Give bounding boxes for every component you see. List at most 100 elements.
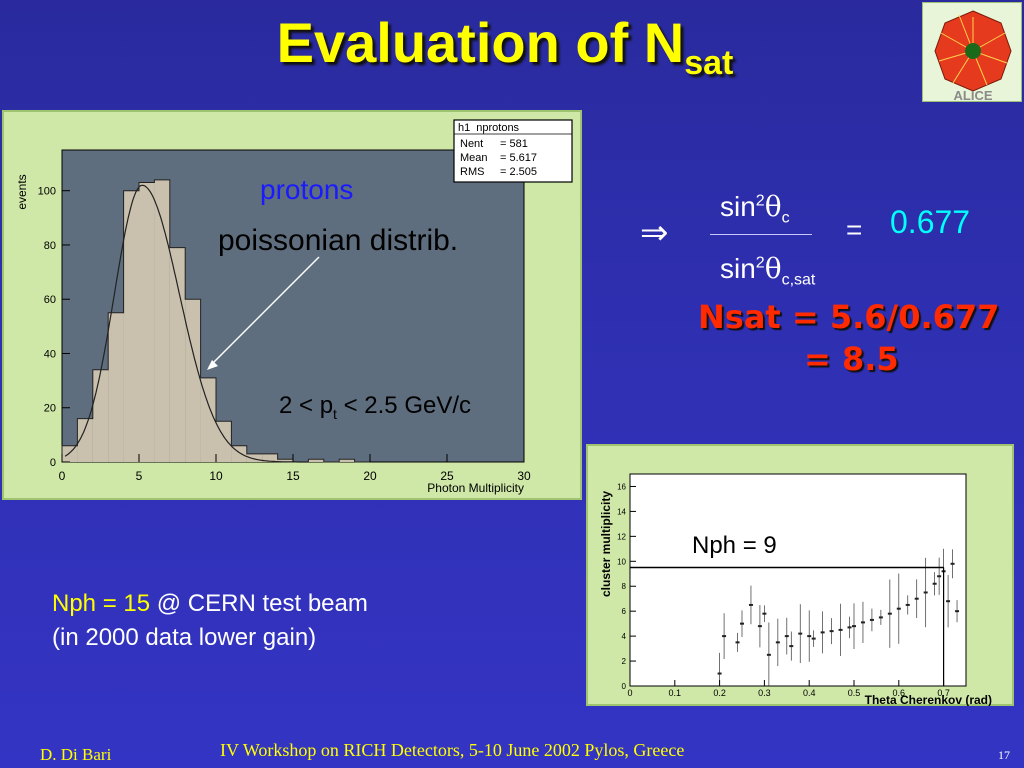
scatter-point [829, 630, 834, 633]
histogram-x-tick-label: 15 [286, 469, 300, 483]
scatter-point [932, 582, 937, 585]
scatter-y-tick-label: 4 [622, 632, 627, 641]
stats-name: h1 [458, 122, 470, 134]
histogram-stats-box: h1 nprotons Nent = 581 Mean = 5.617 RMS = 2.50… [453, 119, 573, 183]
histogram-chart: 0 5 10 15 20 25 30 0 20 40 60 80 100 Photon Multipl… [15, 119, 573, 495]
nph-value: 15 [123, 590, 151, 617]
histogram-x-tick-label: 5 [136, 469, 143, 483]
scatter-x-tick-label: 0.1 [669, 688, 682, 698]
pt-range-pre: 2 < p [279, 392, 334, 419]
histogram-bar [77, 418, 93, 462]
histogram-bar [246, 453, 263, 462]
histogram-bar [169, 247, 186, 462]
nsat-result-line2: = 8.5 [804, 340, 899, 378]
poissonian-fit-curve [64, 184, 309, 463]
scatter-point [789, 645, 794, 648]
scatter-point [878, 616, 883, 619]
ratio-value: 0.677 [890, 204, 971, 240]
scatter-point [798, 632, 803, 635]
nph-9-label: Nph = 9 [692, 532, 777, 559]
denominator-theta: θ [764, 252, 782, 285]
scatter-x-axis-label: Theta Cherenkov (rad) [865, 693, 992, 706]
scatter-point [914, 597, 919, 600]
scatter-point [717, 672, 722, 675]
histogram-y-tick-label: 40 [44, 348, 56, 360]
slide-title: Evaluation of Nsat [0, 10, 1010, 82]
scatter-x-tick-label: 0.2 [713, 688, 726, 698]
histogram-y-tick-label: 20 [44, 403, 56, 415]
nph-15-line: Nph = 15 @ CERN test beam [52, 590, 368, 618]
histogram-x-axis-label: Photon Multiplicity [427, 481, 524, 495]
title-main: Evaluation of N [276, 11, 685, 74]
annotation-arrow-head [207, 360, 218, 370]
scatter-point [820, 631, 825, 634]
histogram-bar [262, 453, 278, 462]
histogram-bar [277, 459, 293, 462]
implies-symbol: ⇒ [640, 213, 669, 253]
scatter-y-tick-label: 16 [617, 482, 626, 491]
histogram-y-axis-label: events [15, 174, 29, 209]
scatter-point [740, 622, 744, 625]
scatter-point [923, 591, 928, 594]
scatter-x-tick-label: 0 [627, 688, 632, 698]
scatter-frame [629, 473, 967, 687]
scatter-y-tick-label: 2 [622, 657, 627, 666]
scatter-point [811, 637, 816, 640]
scatter-point [896, 607, 901, 610]
histogram-bar [62, 445, 78, 462]
poissonian-label: poissonian distrib. [218, 224, 459, 257]
annotation-arrow-line [208, 256, 320, 368]
nsat-result-line1: Nsat = 5.6/0.677 [698, 298, 1000, 336]
scatter-x-tick-label: 0.7 [937, 688, 950, 698]
scatter-point [869, 618, 874, 621]
histogram-bar [139, 182, 155, 462]
pt-range-post: < 2.5 GeV/c [336, 392, 472, 419]
pt-range-sub: t [333, 405, 337, 422]
scatter-point [735, 641, 740, 644]
numerator-sub: c [781, 209, 790, 227]
stats-row-value: = 581 [500, 138, 528, 150]
histogram-bar [339, 459, 355, 462]
numerator-sup: 2 [755, 192, 765, 210]
histogram-bar [185, 299, 201, 462]
histogram-outline [61, 179, 370, 463]
logo-text: ALICE [954, 88, 993, 103]
histogram-bar [308, 459, 324, 462]
nph-rest: @ CERN test beam [150, 590, 368, 617]
scatter-point [852, 625, 856, 628]
stats-header: h1 nprotons [458, 122, 520, 134]
scatter-point [838, 628, 843, 631]
histogram-y-tick-label: 100 [38, 186, 56, 198]
footer-author: D. Di Bari [40, 745, 112, 764]
scatter-point [905, 603, 910, 606]
histogram-bar [92, 369, 109, 462]
nph-label: Nph = [52, 590, 124, 617]
numerator-theta: θ [764, 190, 782, 223]
scatter-y-tick-label: 10 [617, 557, 626, 566]
histogram-x-tick-label: 25 [440, 469, 454, 483]
alice-logo: ALICE [922, 2, 1022, 103]
protons-label: protons [260, 174, 354, 205]
histogram-y-tick-label: 60 [44, 294, 56, 306]
histogram-y-tick-label: 80 [44, 240, 56, 252]
histogram-bar [200, 377, 216, 462]
scatter-point [950, 562, 955, 565]
histogram-bar [216, 421, 232, 462]
scatter-y-axis-label: cluster multiplicity [599, 491, 613, 597]
scatter-y-tick-label: 12 [617, 532, 626, 541]
scatter-x-tick-label: 0.3 [758, 688, 771, 698]
scatter-x-tick-label: 0.6 [893, 688, 906, 698]
histogram-y-tick-label: 0 [50, 457, 56, 469]
scatter-y-tick-label: 6 [622, 607, 627, 616]
scatter-point [722, 635, 727, 638]
scatter-x-tick-label: 0.4 [803, 688, 816, 698]
footer-page-number: 17 [998, 748, 1010, 762]
formula-numerator: sin2θc [720, 190, 790, 228]
stats-row-label: RMS [460, 166, 484, 178]
denominator-sup: 2 [755, 254, 765, 272]
scatter-point [946, 600, 951, 603]
histogram-bar [154, 179, 170, 462]
scatter-x-tick-label: 0.5 [848, 688, 861, 698]
histogram-bar [123, 190, 139, 462]
scatter-point [955, 610, 960, 613]
